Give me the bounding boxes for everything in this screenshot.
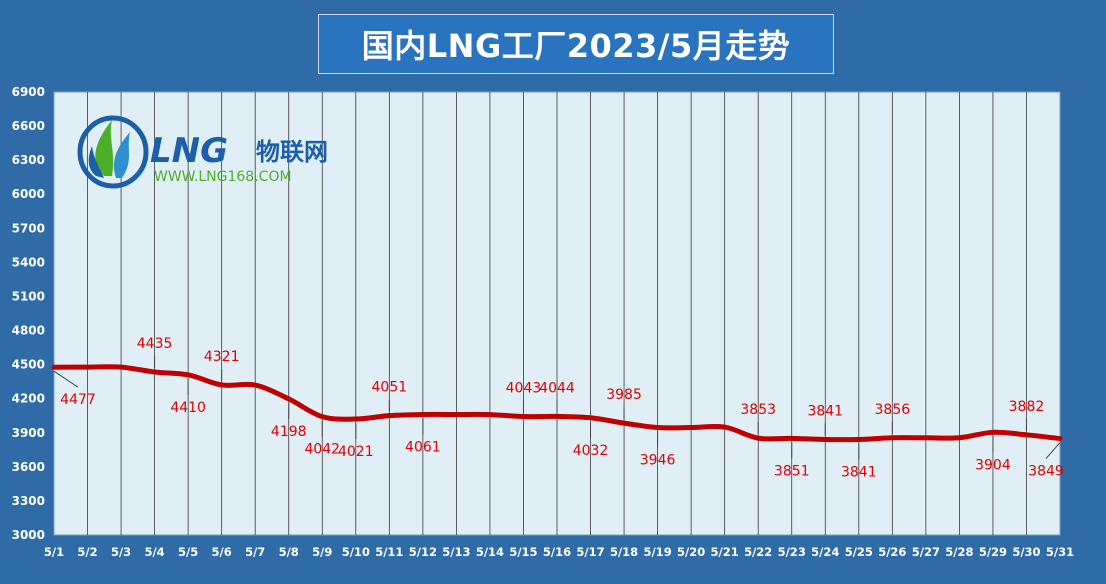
x-tick-label: 5/20: [677, 545, 705, 559]
x-tick-label: 5/11: [375, 545, 403, 559]
x-tick-label: 5/18: [610, 545, 638, 559]
data-label: 4042: [304, 442, 340, 458]
x-tick-label: 5/16: [543, 545, 571, 559]
data-label: 3856: [875, 402, 911, 418]
data-label: 4021: [338, 444, 374, 460]
y-tick-label: 3600: [12, 460, 45, 474]
x-tick-label: 5/29: [979, 545, 1007, 559]
logo-url: WWW.LNG168.COM: [154, 169, 292, 185]
data-label: 4321: [204, 349, 240, 365]
x-tick-label: 5/10: [342, 545, 370, 559]
x-tick-label: 5/22: [744, 545, 772, 559]
x-axis: 5/1 5/2 5/3 5/4 5/5 5/6 5/7 5/8 5/9 5/10 5/11 5/12 5…: [44, 545, 1074, 559]
x-tick-label: 5/23: [778, 545, 806, 559]
data-label: 4435: [137, 336, 173, 352]
x-tick-label: 5/31: [1046, 545, 1074, 559]
data-label: 3882: [1009, 399, 1045, 415]
x-tick-label: 5/1: [44, 545, 64, 559]
data-label: 4032: [573, 443, 609, 459]
x-tick-label: 5/30: [1012, 545, 1040, 559]
data-label: 4477: [60, 392, 96, 408]
x-tick-label: 5/4: [144, 545, 164, 559]
data-label: 4061: [405, 439, 441, 455]
y-tick-label: 4200: [12, 392, 45, 406]
x-tick-label: 5/27: [912, 545, 940, 559]
y-tick-label: 6300: [12, 153, 45, 167]
y-tick-label: 6900: [12, 85, 45, 99]
data-label-leader: [53, 370, 79, 388]
logo: LNG 物联网 WWW.LNG168.COM: [77, 115, 328, 189]
data-label: 4043: [506, 381, 542, 397]
data-label: 3946: [640, 453, 676, 469]
y-tick-label: 3900: [12, 426, 45, 440]
x-tick-label: 5/3: [111, 545, 131, 559]
y-tick-label: 3300: [12, 494, 45, 508]
x-tick-label: 5/6: [212, 545, 232, 559]
data-label: 3841: [807, 403, 843, 419]
y-tick-label: 5100: [12, 289, 45, 303]
data-label: 4198: [271, 424, 307, 440]
chart-title: 国内LNG工厂2023/5月走势: [318, 14, 834, 74]
logo-flame-icon: [77, 115, 149, 189]
x-tick-label: 5/7: [245, 545, 265, 559]
x-tick-label: 5/12: [409, 545, 437, 559]
x-tick-label: 5/26: [878, 545, 906, 559]
x-tick-label: 5/28: [945, 545, 973, 559]
y-tick-label: 6000: [12, 187, 45, 201]
data-label: 4410: [170, 400, 206, 416]
data-label: 3985: [606, 387, 642, 403]
x-tick-label: 5/17: [576, 545, 604, 559]
data-label: 3853: [740, 402, 776, 418]
x-tick-label: 5/24: [811, 545, 839, 559]
x-tick-label: 5/5: [178, 545, 198, 559]
y-tick-label: 4500: [12, 358, 45, 372]
logo-brand: LNG: [150, 131, 228, 171]
grid-lines: [87, 92, 1027, 535]
x-tick-label: 5/14: [476, 545, 504, 559]
x-tick-label: 5/9: [312, 545, 332, 559]
data-label: 3851: [774, 463, 810, 479]
data-label: 3904: [975, 457, 1011, 473]
logo-brand-cn: 物联网: [256, 138, 328, 166]
x-tick-label: 5/8: [279, 545, 299, 559]
data-label-leader: [1045, 442, 1061, 459]
y-tick-label: 3000: [12, 528, 45, 542]
x-tick-label: 5/21: [711, 545, 739, 559]
x-tick-label: 5/13: [442, 545, 470, 559]
y-tick-label: 5700: [12, 221, 45, 235]
data-label: 3849: [1028, 464, 1064, 480]
y-axis: 3000 3300 3600 3900 4200 4500 4800 5100 5400 5700…: [12, 85, 45, 542]
y-tick-label: 4800: [12, 324, 45, 338]
x-tick-label: 5/15: [509, 545, 537, 559]
x-tick-label: 5/2: [77, 545, 97, 559]
data-label: 4044: [539, 380, 575, 396]
x-tick-label: 5/19: [643, 545, 671, 559]
data-label: 4051: [372, 380, 408, 396]
y-tick-label: 6600: [12, 119, 45, 133]
series-lines: [51, 364, 1063, 443]
data-label: 3841: [841, 464, 877, 480]
y-tick-label: 5400: [12, 255, 45, 269]
x-tick-label: 5/25: [845, 545, 873, 559]
series-line: [51, 364, 1063, 443]
